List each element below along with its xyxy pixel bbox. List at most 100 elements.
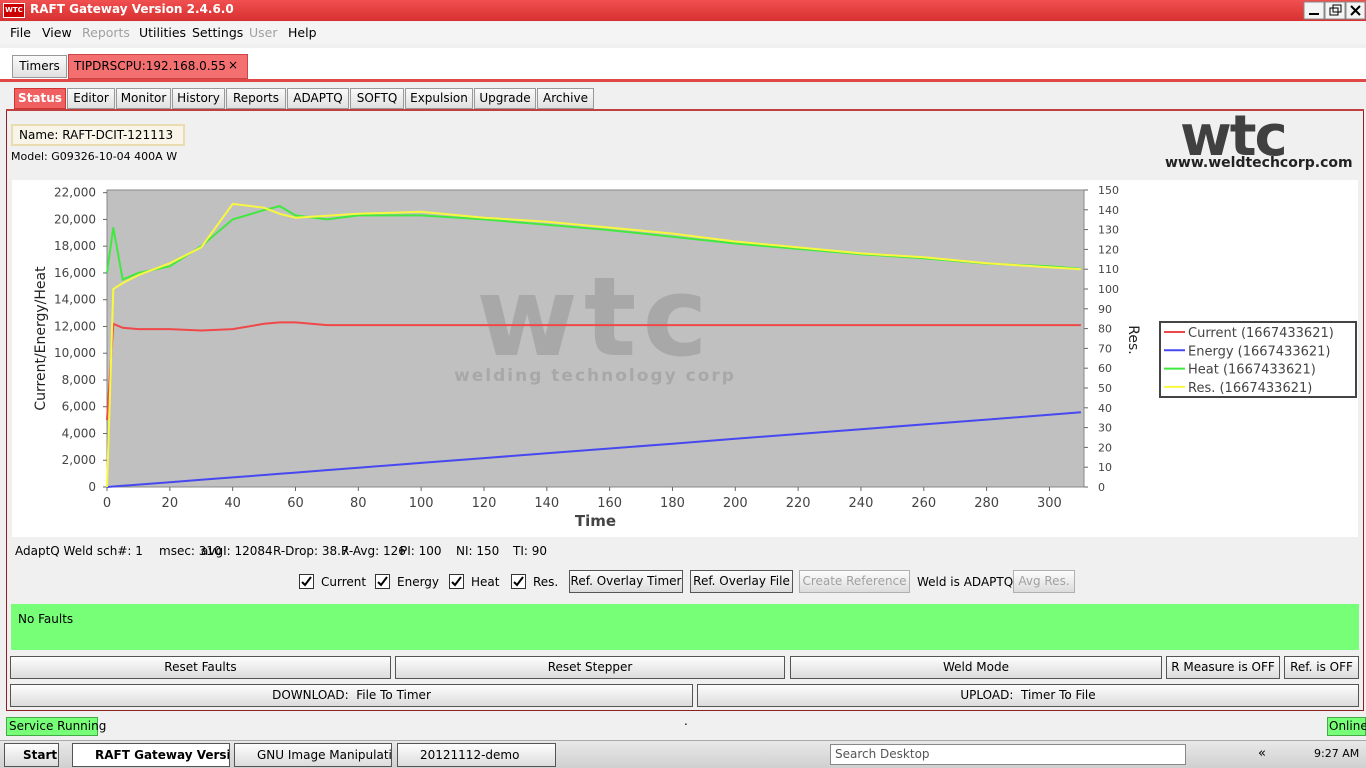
tab[interactable]: History (172, 88, 225, 109)
x-tick-label: 220 (786, 496, 811, 511)
search-box[interactable]: Search Desktop (830, 744, 1186, 765)
y2-tick-label: 20 (1098, 441, 1112, 454)
y-tick-label: 6,000 (62, 400, 96, 414)
checkbox[interactable] (511, 574, 526, 589)
button[interactable]: R Measure is OFF (1166, 656, 1280, 679)
x-tick-label: 140 (534, 496, 559, 511)
button[interactable]: Ref. is OFF (1284, 656, 1359, 679)
menu-item[interactable]: Settings (192, 25, 244, 40)
tab[interactable]: SOFTQ (350, 88, 404, 109)
tab[interactable]: Monitor (116, 88, 171, 109)
button[interactable]: DOWNLOAD: File To Timer (10, 684, 693, 707)
taskbar-item[interactable]: GNU Image Manipulation ... (234, 743, 392, 767)
check-mark (301, 576, 312, 587)
status-left: Service Running (6, 717, 106, 736)
legend-label: Heat (1667433621) (1188, 363, 1316, 378)
tab[interactable]: ADAPTQ (287, 88, 349, 109)
checkbox-label[interactable]: Heat (471, 575, 500, 589)
controls-row: Current Energy Heat Res. Ref. Overlay Timer R… (0, 570, 1366, 594)
connection-tab[interactable]: Timers (12, 55, 67, 78)
y-tick-label: 20,000 (54, 212, 96, 226)
stat: msec: 310 (159, 544, 222, 558)
y2-tick-label: 120 (1098, 243, 1119, 256)
checkbox[interactable] (299, 574, 314, 589)
y-tick-label: 22,000 (54, 186, 96, 200)
y-tick-label: 2,000 (62, 453, 96, 467)
close-tab[interactable]: × (228, 58, 239, 72)
button[interactable]: Ref. Overlay File (690, 570, 793, 593)
x-tick-label: 260 (911, 496, 936, 511)
y2-tick-label: 90 (1098, 303, 1112, 316)
y2-tick-label: 0 (1098, 481, 1105, 494)
y2-tick-label: 100 (1098, 283, 1119, 296)
tab[interactable]: Reports (226, 88, 286, 109)
logo: wtc (1180, 104, 1288, 169)
series-line (106, 321, 1081, 421)
taskbar-item[interactable]: RAFT Gateway Versio... (72, 743, 230, 767)
button[interactable]: Reset Stepper (395, 656, 785, 679)
device-name: Name: RAFT-DCIT-121113 (11, 124, 185, 146)
tab[interactable]: Status (14, 88, 66, 109)
y-tick-label: 8,000 (62, 373, 96, 387)
menu-item[interactable]: Reports (82, 25, 130, 40)
check-mark (451, 576, 462, 587)
clock[interactable]: 9:27 AM (1314, 747, 1360, 760)
menu-item[interactable]: File (10, 25, 31, 40)
button[interactable]: UPLOAD: Timer To File (697, 684, 1359, 707)
legend-label: Current (1667433621) (1188, 326, 1334, 341)
taskbar-item[interactable]: 20121112-demo (397, 743, 556, 767)
stat: R-Avg: 126 (341, 544, 406, 558)
taskbar: Start RAFT Gateway Versio...GNU Image Man… (0, 740, 1366, 768)
watermark-sub: welding technology corp (454, 366, 736, 386)
x-tick-label: 160 (597, 496, 622, 511)
y-tick-label: 10,000 (54, 346, 96, 360)
x-tick-label: 280 (974, 496, 999, 511)
y2-tick-label: 110 (1098, 263, 1119, 276)
y2-tick-label: 70 (1098, 342, 1112, 355)
y2-tick-label: 10 (1098, 461, 1112, 474)
tab[interactable]: Editor (67, 88, 115, 109)
logo-url: www.weldtechcorp.com (1165, 155, 1353, 171)
menu-item[interactable]: Utilities (139, 25, 187, 40)
checkbox[interactable] (449, 574, 464, 589)
menu-item[interactable]: Help (288, 25, 317, 40)
menu-item[interactable]: View (42, 25, 72, 40)
tray-expand[interactable]: « (1258, 746, 1266, 761)
x-tick-label: 200 (723, 496, 748, 511)
y-tick-label: 12,000 (54, 319, 96, 333)
connection-tab[interactable]: TIPDRSCPU:192.168.0.55 (68, 54, 248, 79)
menu-item[interactable]: User (249, 25, 278, 40)
start-button[interactable]: Start (4, 743, 59, 767)
y-tick-label: 18,000 (54, 239, 96, 253)
x-tick-label: 300 (1037, 496, 1062, 511)
device-model: Model: G09326-10-04 400A W (11, 150, 178, 163)
button[interactable]: Ref. Overlay Timer (569, 570, 683, 593)
button[interactable]: Reset Faults (10, 656, 391, 679)
stat: NI: 150 (456, 544, 500, 558)
checkbox[interactable] (375, 574, 390, 589)
y-tick-label: 16,000 (54, 266, 96, 280)
checkbox-label[interactable]: Energy (397, 575, 440, 589)
y2-tick-label: 50 (1098, 382, 1112, 395)
fault-status: No Faults (11, 604, 1359, 650)
checkbox-label[interactable]: Current (321, 575, 367, 589)
button[interactable]: Weld Mode (790, 656, 1162, 679)
x-tick-label: 40 (224, 496, 241, 511)
series-line (106, 411, 1081, 488)
y2-tick-label: 150 (1098, 184, 1119, 197)
status-right: Online (1327, 717, 1366, 736)
legend-box (1159, 321, 1357, 398)
x-tick-label: 0 (103, 496, 111, 511)
window-controls[interactable] (1300, 0, 1366, 21)
tab[interactable]: Upgrade (474, 88, 536, 109)
title-bar (0, 0, 1366, 21)
checkbox-label[interactable]: Res. (533, 575, 559, 589)
button: Create Reference (799, 570, 910, 593)
stat: TI: 90 (513, 544, 547, 558)
tab[interactable]: Archive (537, 88, 594, 109)
x-tick-label: 180 (660, 496, 685, 511)
x-tick-label: 100 (409, 496, 434, 511)
tab[interactable]: Expulsion (405, 88, 473, 109)
x-tick-label: 120 (472, 496, 497, 511)
